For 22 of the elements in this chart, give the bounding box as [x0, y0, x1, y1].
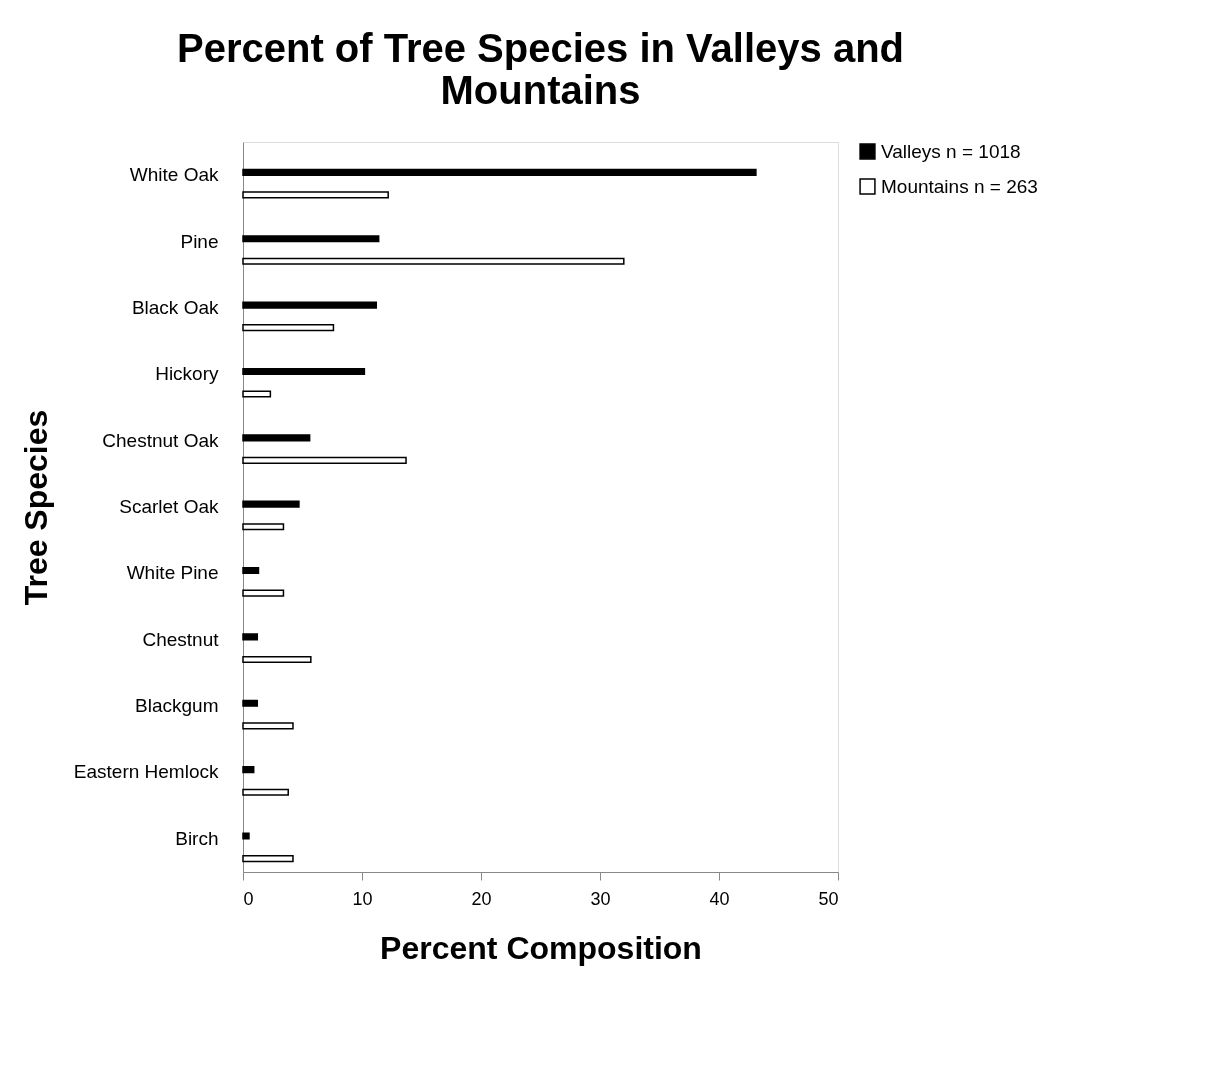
- y-tick-label: Eastern Hemlock: [73, 761, 219, 783]
- y-tick-label: Chestnut: [142, 628, 220, 650]
- y-tick-label: Pine: [180, 230, 219, 252]
- y-tick-label: Blackgum: [135, 695, 219, 717]
- y-tick-label: Hickory: [155, 363, 219, 385]
- x-tick-label: 10: [352, 888, 373, 909]
- legend-label: Mountains n = 263: [881, 175, 1038, 197]
- x-tick-label: 40: [709, 888, 730, 909]
- y-tick-label: Scarlet Oak: [119, 496, 219, 517]
- y-tick-label: Birch: [175, 827, 219, 849]
- x-tick-label: 30: [590, 888, 611, 909]
- y-tick-label: White Oak: [129, 164, 219, 186]
- legend-label: Valleys n = 1018: [881, 140, 1021, 162]
- y-tick-label: White Pine: [126, 562, 219, 584]
- x-tick-label: 20: [471, 888, 492, 909]
- x-tick-label: 0: [243, 888, 254, 909]
- y-tick-label: Black Oak: [131, 296, 219, 318]
- y-axis-title: Tree Species: [17, 409, 54, 606]
- chart-title: Percent of Tree Species in Valleys and Mountains: [176, 26, 905, 112]
- x-tick-label: 50: [818, 888, 839, 909]
- x-axis-title: Percent Composition: [380, 929, 702, 966]
- y-tick-label: Chestnut Oak: [102, 429, 219, 451]
